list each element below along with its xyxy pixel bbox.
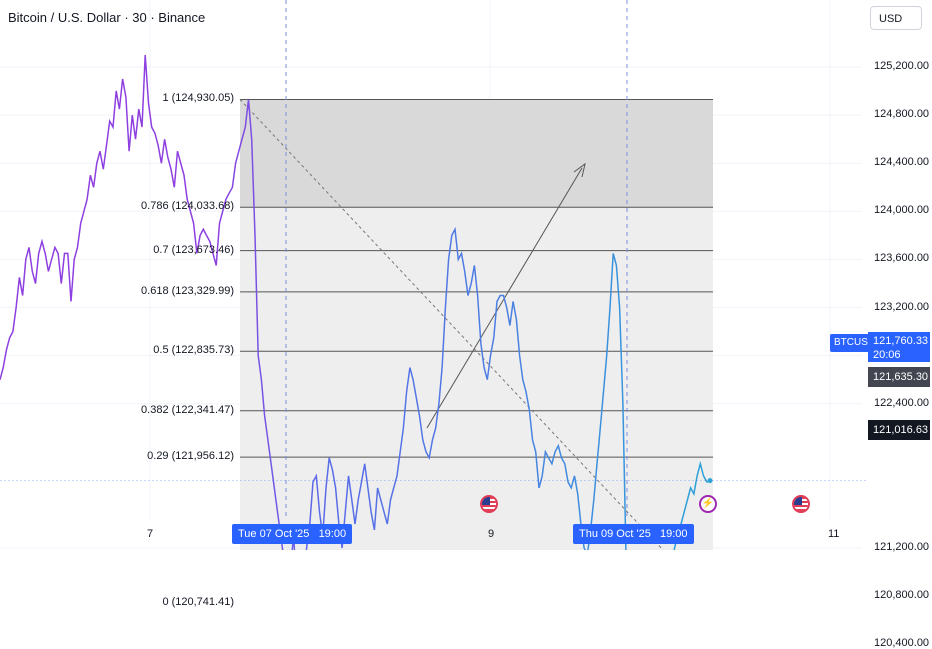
fib-level-label: 0 (120,741.41) [162, 596, 234, 609]
y-axis-label: 123,600.00 [874, 252, 930, 265]
fib-level-label: 0.618 (123,329.99) [141, 284, 234, 297]
fib-zone-lower [240, 207, 713, 550]
lightning-icon[interactable]: ⚡ [699, 495, 717, 513]
y-axis-label: 121,200.00 [874, 541, 930, 553]
trend-arrow-head [573, 162, 586, 178]
x-label-11: 11 [828, 528, 840, 540]
fib-level-label: 0.382 (122,341.47) [141, 403, 234, 416]
crosshair-price-box: 121,016.63 [868, 420, 930, 440]
overlays [0, 478, 868, 484]
us-flag-icon[interactable] [480, 495, 498, 513]
x-label-9: 9 [488, 528, 495, 540]
y-axis-label: 124,800.00 [874, 108, 930, 121]
last-price-box: 121,760.33 20:06 [868, 332, 930, 362]
y-axis-label: 120,400.00 [874, 637, 930, 649]
price-line [0, 54, 711, 550]
y-axis-label: 123,200.00 [874, 300, 930, 313]
y-axis-label: 122,400.00 [874, 396, 930, 409]
fib-level-label: 0.29 (121,956.12) [147, 450, 234, 463]
y-axis-label: 124,000.00 [874, 204, 930, 217]
chart-title: Bitcoin / U.S. Dollar · 30 · Binance [8, 10, 206, 25]
fib-level-label: 1 (124,930.05) [162, 92, 234, 105]
y-axis-label: 120,800.00 [874, 589, 930, 602]
countdown: 20:06 [873, 349, 901, 361]
us-flag-icon[interactable] [792, 495, 810, 513]
marker-price-box: 121,635.30 [868, 367, 930, 387]
fib-retracement [240, 98, 713, 550]
y-axis-label: 125,200.00 [874, 60, 930, 72]
currency-selector[interactable]: USD [870, 6, 922, 30]
y-axis-label: 124,400.00 [874, 156, 930, 169]
last-price-dot [707, 478, 713, 484]
fib-level-label: 0.7 (123,673.46) [153, 243, 234, 256]
fib-trend-line [239, 99, 664, 550]
x-crosshair-label-1: Tue 07 Oct '25 19:00 [232, 524, 353, 544]
fib-level-label: 0.5 (122,835.73) [153, 344, 234, 357]
fib-zone-upper [240, 99, 713, 208]
price-series [0, 54, 711, 550]
x-crosshair-label-2: Thu 09 Oct '25 19:00 [573, 524, 694, 544]
last-price: 121,760.33 [873, 335, 929, 347]
fib-level-label: 0.786 (124,033.68) [141, 200, 234, 213]
symbol-tag: BTCUSD [830, 334, 880, 352]
x-label-7: 7 [147, 528, 154, 540]
price-chart[interactable] [0, 0, 932, 550]
